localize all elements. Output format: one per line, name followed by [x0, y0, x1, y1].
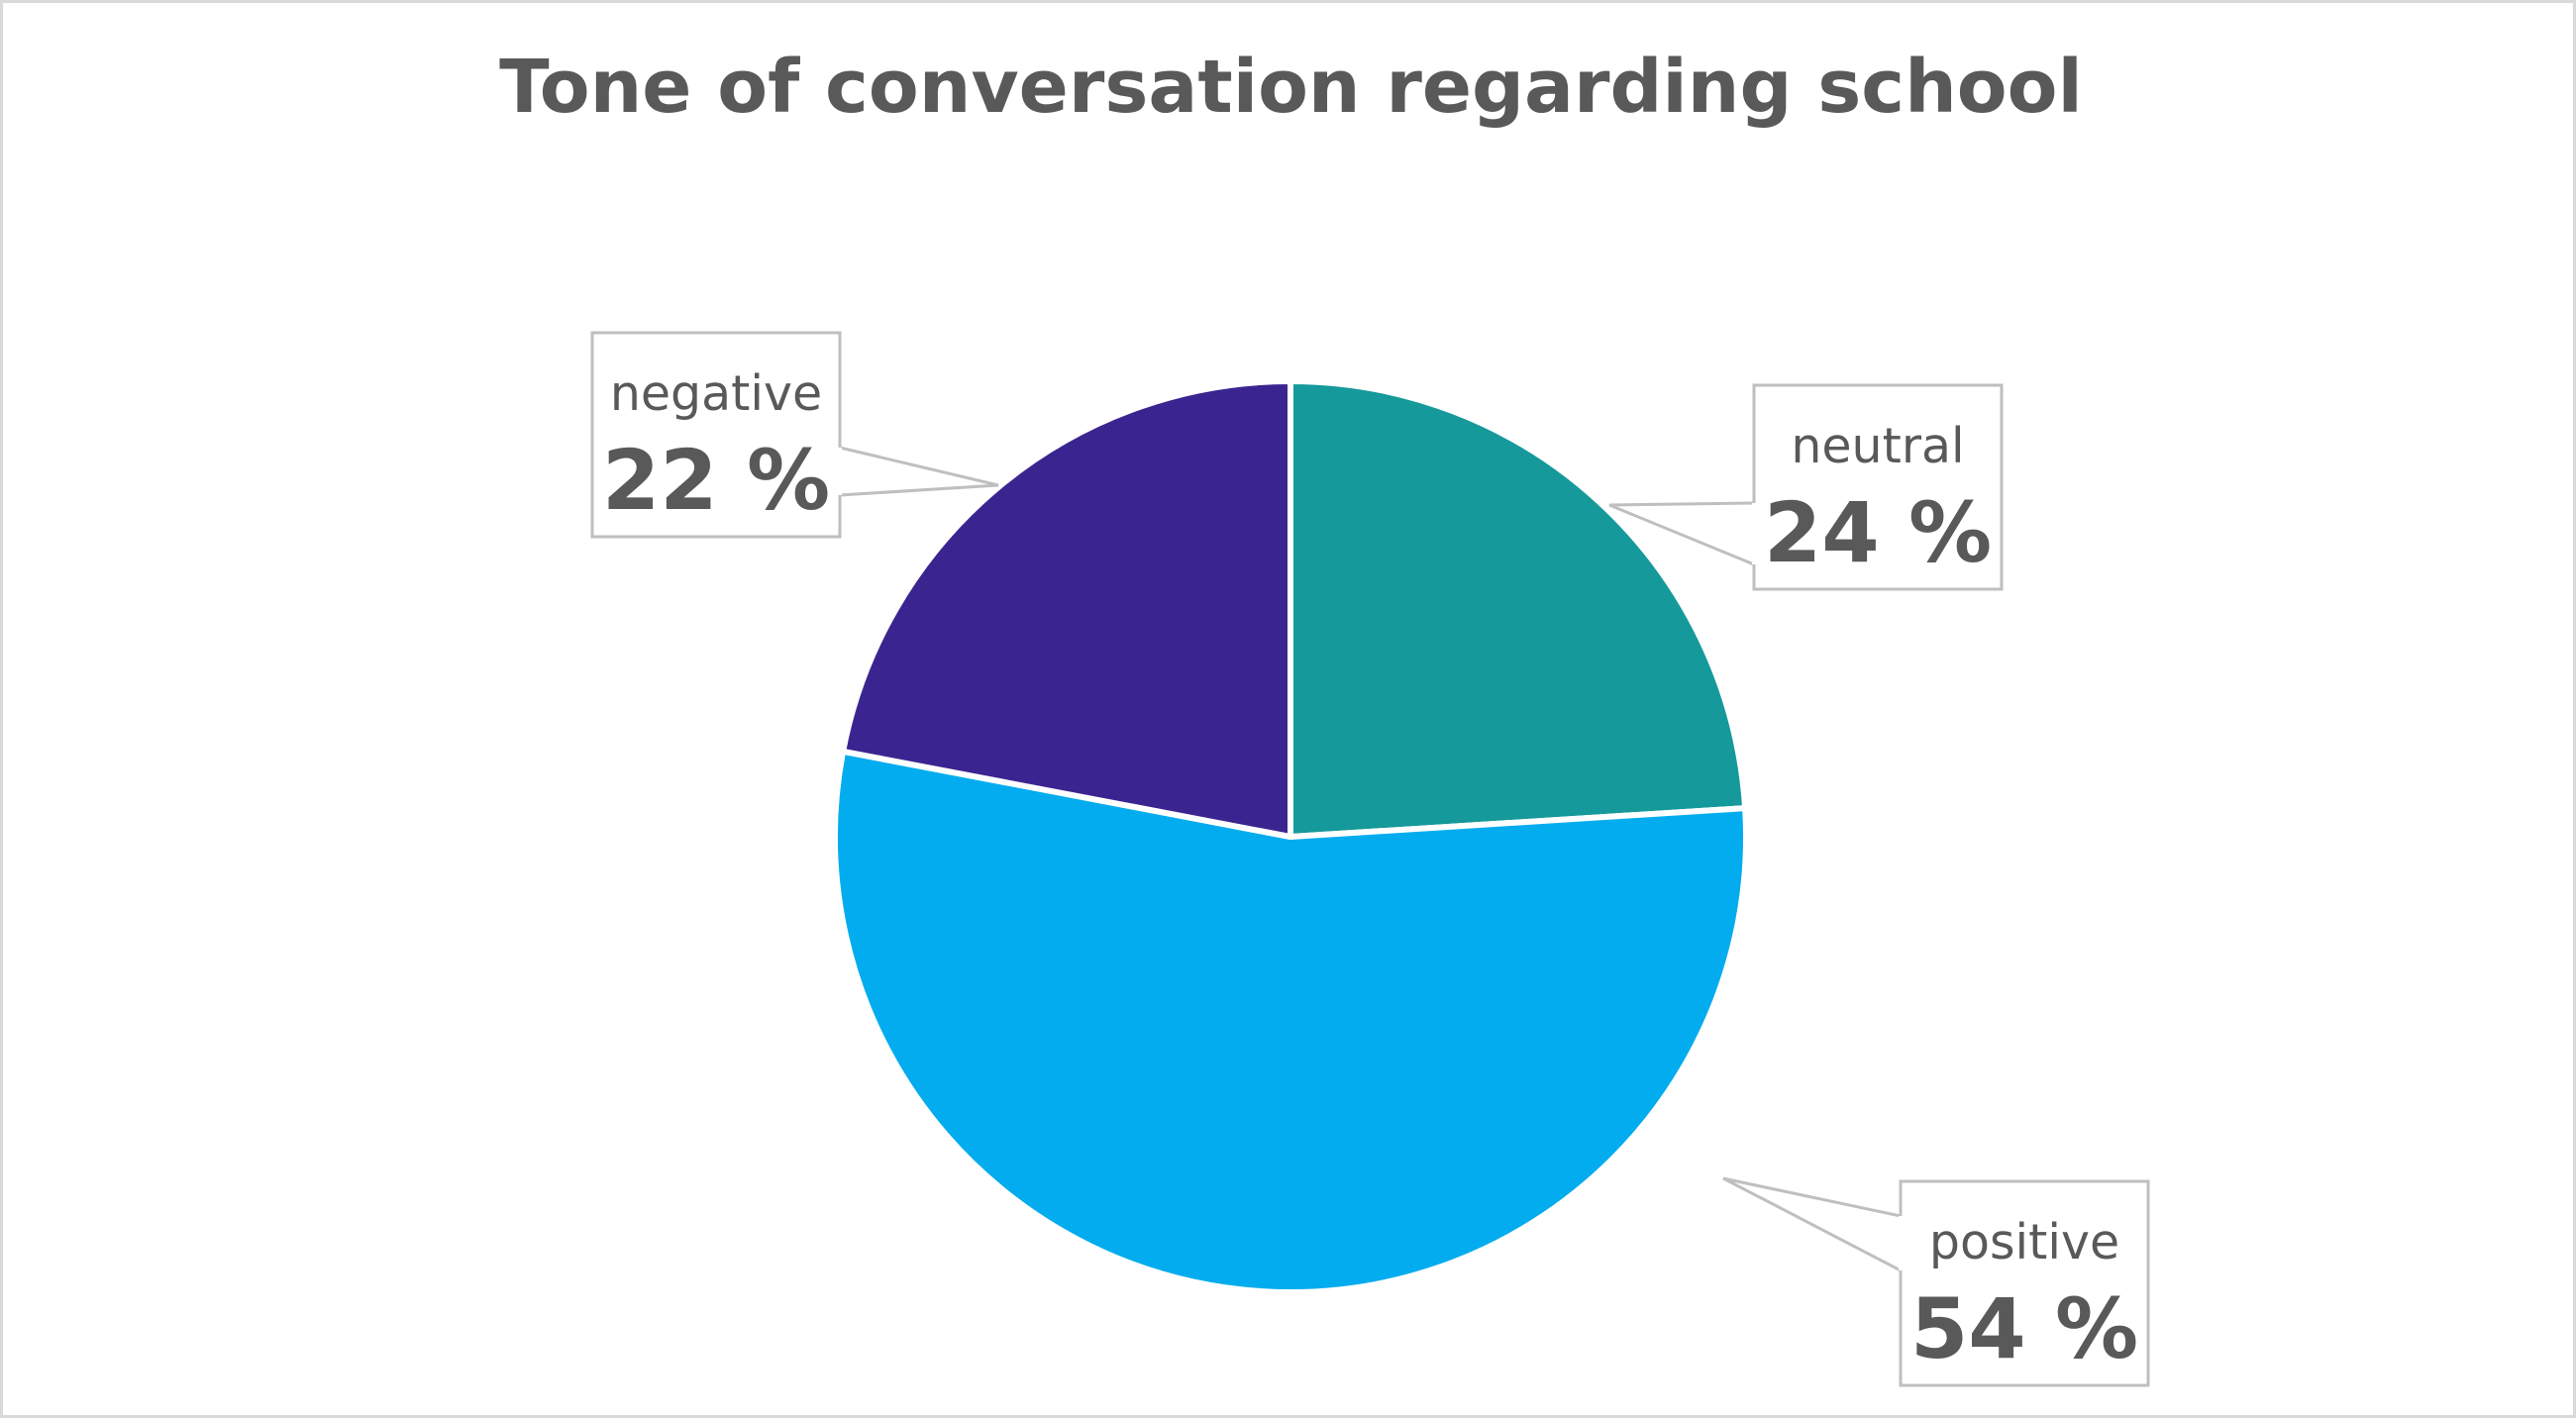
- data-label-value-positive: 54 %: [1910, 1280, 2138, 1377]
- pie-slice-neutral[interactable]: [1288, 378, 1749, 840]
- pie-slices: [832, 378, 1749, 1295]
- data-label-neutral: neutral 24 %: [1608, 383, 2004, 591]
- data-label-value-neutral: 24 %: [1764, 484, 1992, 581]
- callout-leader-positive: [1722, 1176, 1903, 1273]
- chart-title: Tone of conversation regarding school: [499, 45, 2083, 130]
- callout-box-negative: [590, 331, 842, 539]
- callout-box-positive: [1899, 1179, 2150, 1387]
- data-label-name-neutral: neutral: [1791, 418, 1964, 474]
- pie-slice-positive[interactable]: [832, 748, 1749, 1295]
- data-label-name-positive: positive: [1929, 1214, 2119, 1270]
- callout-leader-negative: [838, 446, 999, 497]
- pie-slice-negative[interactable]: [840, 378, 1293, 840]
- data-label-value-negative: 22 %: [602, 432, 830, 529]
- data-label-negative: negative 22 %: [590, 331, 999, 539]
- callout-box-neutral: [1752, 383, 2004, 591]
- pie-chart: neutral 24 % positive 54 % negative 22 %: [590, 331, 2150, 1387]
- data-label-positive: positive 54 %: [1722, 1176, 2150, 1387]
- data-label-name-negative: negative: [610, 365, 822, 422]
